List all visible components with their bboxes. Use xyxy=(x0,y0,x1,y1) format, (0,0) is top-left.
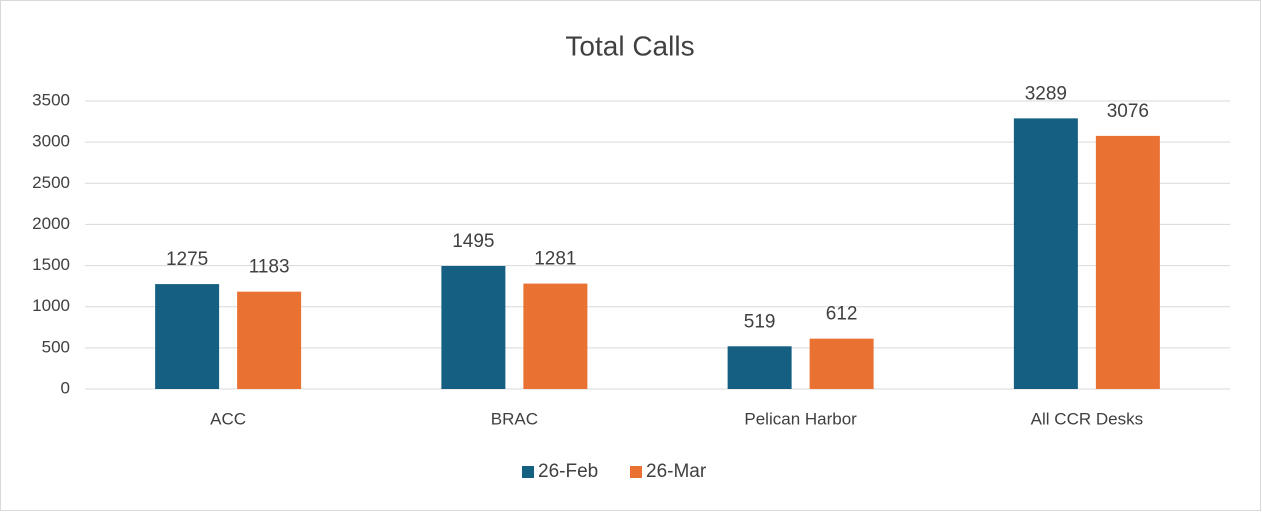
bar xyxy=(1013,118,1078,389)
legend-swatch xyxy=(522,466,534,478)
chart-title: Total Calls xyxy=(565,30,694,61)
legend-label: 26-Mar xyxy=(646,461,707,482)
y-tick-label: 1500 xyxy=(32,255,70,274)
data-label: 1495 xyxy=(452,231,494,252)
x-tick-label: Pelican Harbor xyxy=(744,409,857,428)
data-label: 1281 xyxy=(534,249,576,270)
data-label: 612 xyxy=(826,304,858,325)
y-tick-label: 1000 xyxy=(32,296,70,315)
y-tick-label: 2500 xyxy=(32,173,70,192)
legend-swatch xyxy=(630,466,642,478)
y-tick-label: 0 xyxy=(61,378,70,397)
bar xyxy=(727,346,792,389)
x-tick-label: ACC xyxy=(210,409,246,428)
x-tick-label: BRAC xyxy=(491,409,538,428)
data-label: 1275 xyxy=(166,249,208,270)
x-tick-label: All CCR Desks xyxy=(1031,409,1143,428)
data-label: 519 xyxy=(744,311,776,332)
bar xyxy=(809,338,874,389)
bar xyxy=(441,265,506,389)
y-tick-label: 2000 xyxy=(32,214,70,233)
bar xyxy=(523,283,588,389)
data-label: 3076 xyxy=(1107,101,1149,122)
bar xyxy=(155,284,220,389)
legend-label: 26-Feb xyxy=(538,461,598,482)
data-label: 1183 xyxy=(249,257,290,278)
y-tick-label: 3000 xyxy=(32,132,70,151)
y-tick-label: 3500 xyxy=(32,90,70,109)
y-tick-label: 500 xyxy=(42,337,70,356)
bar xyxy=(1095,135,1160,389)
data-label: 3289 xyxy=(1025,83,1067,104)
bar xyxy=(237,291,302,389)
